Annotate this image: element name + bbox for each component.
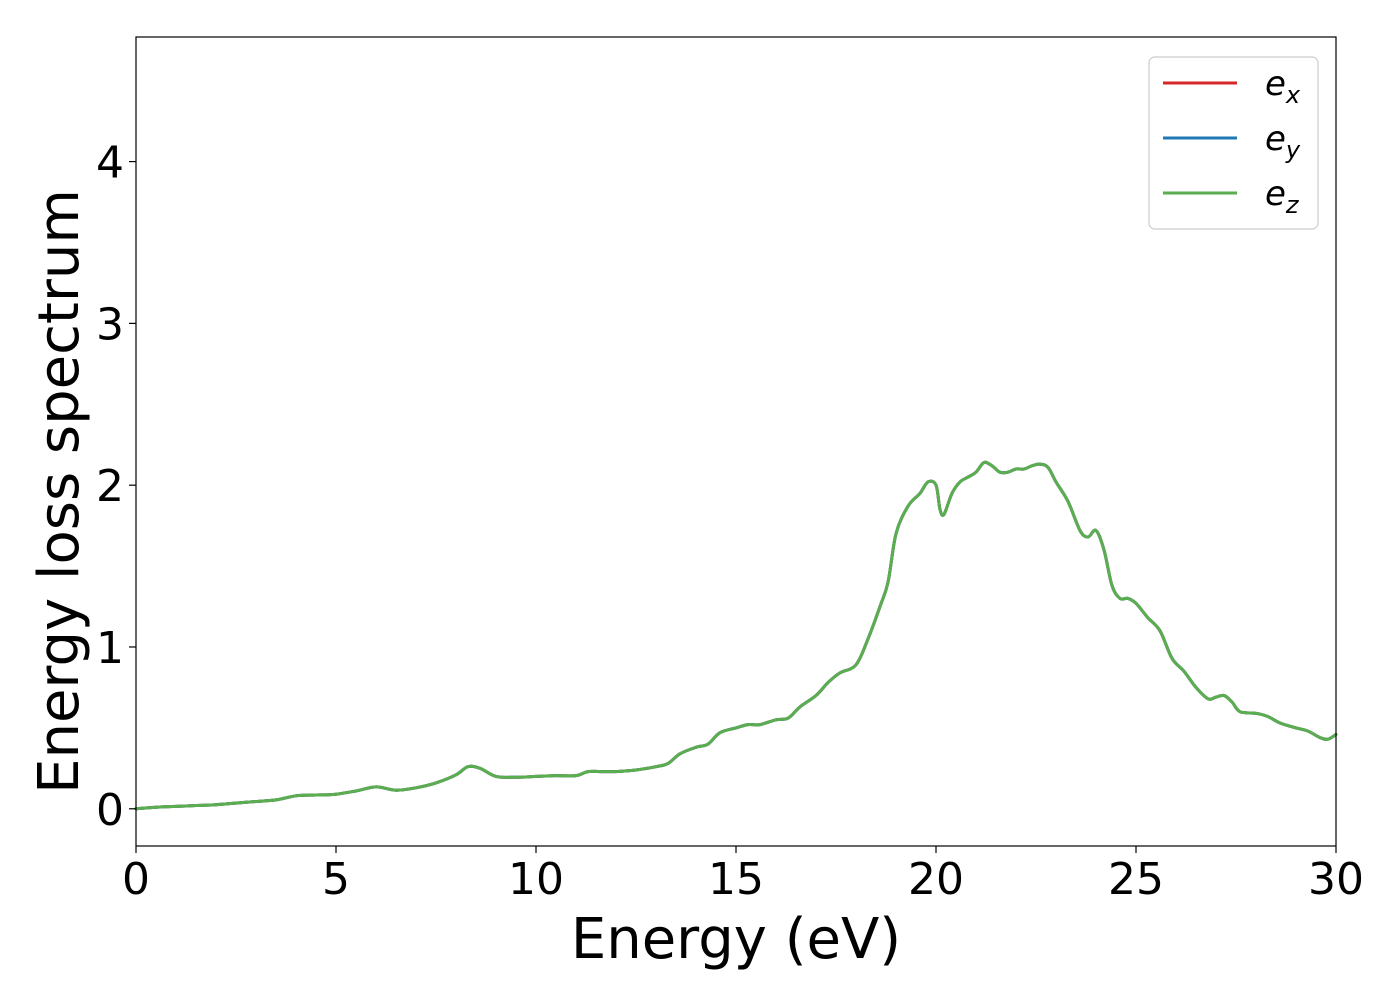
legend-label-subscript: z bbox=[1285, 191, 1300, 219]
x-axis-ticks: 0 5 10 15 20 25 30 bbox=[122, 846, 1364, 905]
legend-label-y: ey bbox=[1265, 119, 1301, 164]
x-tick-label: 20 bbox=[908, 854, 964, 905]
y-tick-label: 1 bbox=[96, 623, 124, 674]
y-tick-label: 0 bbox=[96, 785, 124, 836]
y-tick-label: 4 bbox=[96, 138, 124, 189]
y-axis-label: Energy loss spectrum bbox=[27, 189, 92, 794]
x-tick-label: 0 bbox=[122, 854, 150, 905]
legend-box bbox=[1148, 56, 1319, 230]
legend-label-z: ez bbox=[1265, 174, 1300, 219]
x-tick-label: 5 bbox=[322, 854, 350, 905]
legend-label-base: e bbox=[1265, 64, 1286, 104]
x-tick-label: 15 bbox=[708, 854, 764, 905]
y-axis-ticks: 0 1 2 3 4 bbox=[96, 138, 136, 836]
legend-label-subscript: y bbox=[1285, 136, 1301, 164]
x-tick-label: 25 bbox=[1108, 854, 1164, 905]
series-line-z bbox=[134, 460, 1338, 811]
x-axis-label: Energy (eV) bbox=[571, 907, 901, 972]
legend-label-subscript: x bbox=[1285, 81, 1301, 109]
legend-label-x: ex bbox=[1265, 64, 1301, 109]
y-tick-label: 2 bbox=[96, 461, 124, 512]
x-tick-label: 30 bbox=[1308, 854, 1364, 905]
legend-label-base: e bbox=[1265, 119, 1286, 159]
series-layer bbox=[134, 460, 1338, 811]
legend-label-base: e bbox=[1265, 174, 1286, 214]
y-tick-label: 3 bbox=[96, 299, 124, 350]
x-tick-label: 10 bbox=[508, 854, 564, 905]
